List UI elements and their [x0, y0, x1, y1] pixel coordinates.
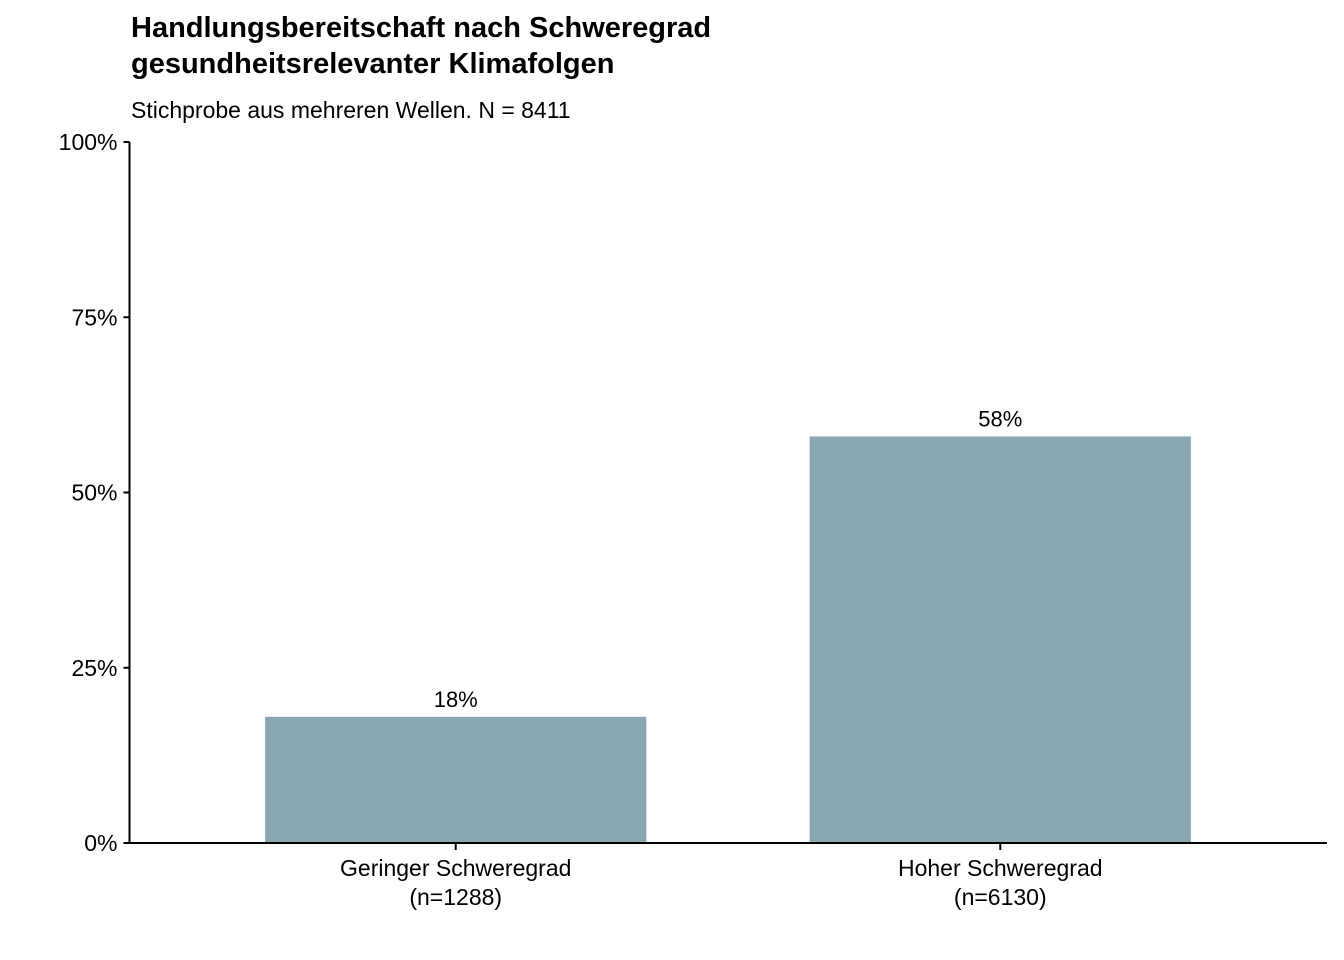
x-tick-label-1-line-1: Geringer Schweregrad: [340, 855, 571, 881]
y-tick-label-75: 75%: [71, 304, 117, 330]
data-label-1: 18%: [434, 687, 478, 712]
data-label-2: 58%: [978, 406, 1022, 431]
chart-title: Handlungsbereitschaft nach Schweregrad g…: [131, 10, 1231, 82]
y-tick-label-0: 0%: [84, 830, 117, 856]
chart-title-line-1: Handlungsbereitschaft nach Schweregrad: [131, 12, 712, 44]
y-tick-label-100: 100%: [59, 129, 118, 155]
x-tick-label-1-line-2: (n=1288): [409, 884, 502, 910]
y-tick-label-25: 25%: [71, 655, 117, 681]
x-tick-label-2-line-1: Hoher Schweregrad: [898, 855, 1103, 881]
bar-2: [809, 436, 1191, 843]
bar-1: [265, 716, 647, 843]
chart-title-line-2: gesundheitsrelevanter Klimafolgen: [131, 48, 615, 80]
x-tick-label-2-line-2: (n=6130): [954, 884, 1047, 910]
chart-subtitle: Stichprobe aus mehreren Wellen. N = 8411: [131, 97, 571, 123]
y-tick-label-50: 50%: [71, 480, 117, 506]
